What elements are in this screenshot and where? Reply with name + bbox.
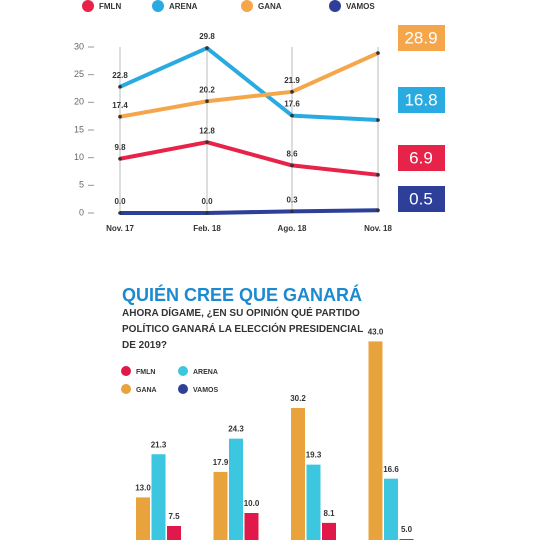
data-label: 0.0 (114, 197, 126, 206)
series-line (119, 46, 379, 123)
legend-label: ARENA (193, 369, 218, 376)
point (205, 99, 209, 104)
data-label: 24.3 (228, 425, 244, 434)
data-label: 29.8 (199, 32, 215, 41)
point (118, 85, 122, 89)
legend-label: VAMOS (193, 387, 218, 394)
bar (306, 464, 321, 540)
y-tick-label: 10 (74, 152, 84, 162)
y-tick-label: 25 (74, 69, 84, 79)
legend-marker (121, 366, 131, 376)
bar (291, 407, 305, 540)
bar (136, 497, 150, 540)
bar (213, 471, 228, 540)
bar (151, 454, 166, 540)
legend-label: GANA (136, 387, 157, 394)
data-label: 13.0 (135, 484, 151, 493)
data-label: 22.8 (112, 71, 128, 80)
bar (229, 438, 243, 540)
bar (368, 341, 383, 540)
data-label: 28.9 (404, 28, 437, 47)
data-label: 21.9 (284, 76, 300, 85)
value-box (398, 186, 445, 212)
data-label: 21.3 (151, 440, 167, 449)
x-tick-label: Nov. 18 (364, 224, 392, 233)
legend-label: FMLN (136, 369, 155, 376)
point (376, 173, 380, 177)
chart-title: QUIÉN CREE QUE GANARÁ (122, 284, 362, 305)
point (376, 208, 380, 213)
y-tick-label: 15 (74, 124, 84, 134)
y-tick-label: 20 (74, 97, 84, 107)
y-tick-label: 5 (79, 180, 84, 190)
legend-marker (82, 0, 94, 12)
series-line (119, 51, 379, 119)
legend-marker (152, 0, 164, 12)
point (205, 211, 209, 215)
data-label: 30.2 (290, 394, 306, 403)
legend-marker (178, 384, 188, 394)
data-label: 12.8 (199, 126, 215, 135)
point (290, 209, 294, 214)
legend-marker (329, 0, 341, 12)
data-label: 17.9 (213, 458, 229, 467)
bar (322, 522, 336, 540)
data-label: 0.5 (409, 189, 433, 208)
legend-marker (178, 366, 188, 376)
point (205, 140, 209, 144)
bar (167, 526, 181, 540)
chart-subtitle: AHORA DÍGAME, ¿EN SU OPINIÓN QUÉ PARTIDO… (122, 308, 364, 351)
data-label: 9.8 (114, 143, 126, 152)
x-tick-label: Feb. 18 (193, 224, 221, 233)
data-label: 16.8 (404, 90, 437, 109)
data-label: 8.6 (286, 150, 298, 159)
point (118, 156, 122, 161)
data-label: 16.6 (383, 465, 399, 474)
x-tick-label: Ago. 18 (278, 224, 307, 233)
data-label: 5.0 (401, 525, 413, 534)
value-box (398, 145, 445, 171)
point (376, 51, 380, 55)
data-label: 8.1 (323, 509, 335, 518)
x-tick-label: Nov. 17 (106, 224, 134, 233)
legend-label: VAMOS (346, 2, 375, 11)
point (290, 163, 294, 168)
data-label: 17.4 (112, 101, 128, 110)
data-label: 6.9 (409, 148, 433, 167)
legend-label: ARENA (169, 2, 198, 11)
point (118, 114, 122, 119)
legend-marker (121, 384, 131, 394)
data-label: 7.5 (168, 512, 180, 521)
data-label: 17.6 (284, 100, 300, 109)
point (118, 211, 122, 215)
series-line (120, 208, 379, 215)
data-label: 0.0 (201, 197, 213, 206)
point (290, 90, 294, 94)
point (205, 46, 209, 50)
bar (384, 478, 398, 540)
value-box (398, 25, 445, 51)
legend-label: FMLN (99, 2, 121, 11)
y-tick-label: 0 (79, 207, 84, 217)
data-label: 43.0 (368, 328, 384, 337)
point (290, 113, 294, 118)
legend-label: GANA (258, 2, 282, 11)
legend-marker (241, 0, 253, 12)
y-tick-label: 30 (74, 41, 84, 51)
data-label: 20.2 (199, 85, 215, 94)
data-label: 19.3 (306, 451, 322, 460)
point (376, 118, 380, 122)
data-label: 0.3 (286, 195, 298, 204)
data-label: 10.0 (244, 499, 260, 508)
bar (244, 513, 259, 540)
series-line (119, 140, 379, 177)
value-box (398, 87, 445, 113)
